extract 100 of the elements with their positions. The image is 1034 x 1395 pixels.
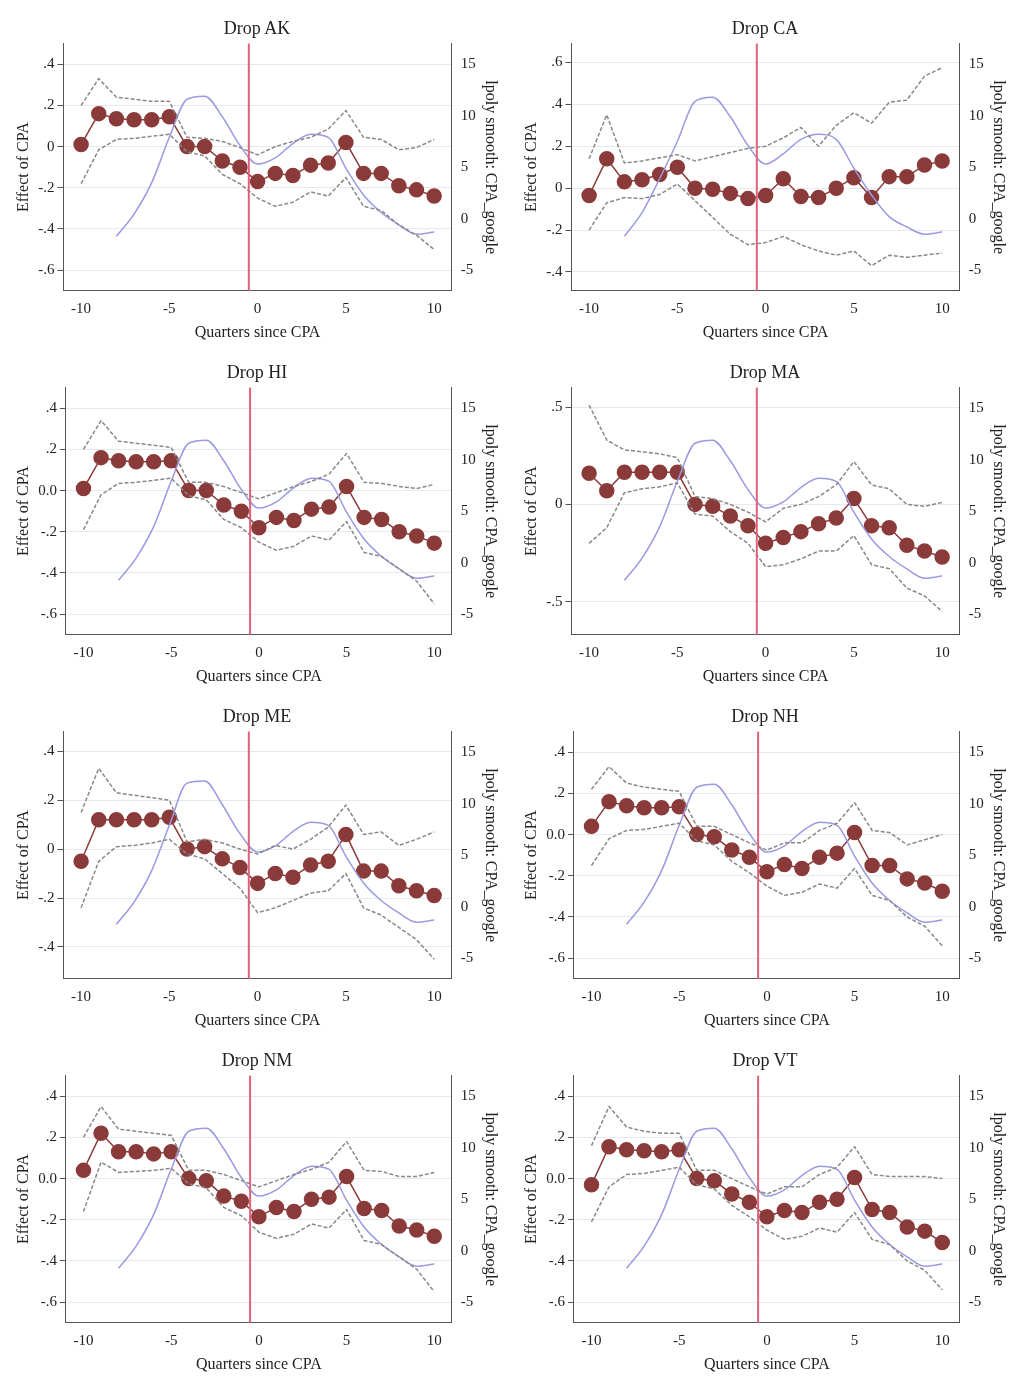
point — [724, 842, 740, 858]
chart-title: Drop ME — [222, 705, 292, 726]
point — [934, 153, 950, 169]
y-tick-label: -.2 — [38, 888, 55, 905]
y2-tick-label: 5 — [460, 502, 469, 519]
point — [93, 449, 109, 466]
x-tick-label: 10 — [426, 299, 442, 316]
point — [881, 520, 897, 536]
point — [757, 187, 774, 204]
point — [741, 1194, 758, 1211]
x-tick-label: 0 — [253, 299, 262, 316]
y-tick-label: -.4 — [38, 937, 55, 954]
y-tick-label: -.4 — [38, 219, 55, 236]
point — [267, 865, 284, 882]
x-tick-label: 10 — [934, 643, 950, 660]
point — [881, 857, 898, 874]
point — [846, 169, 862, 186]
point — [634, 172, 650, 188]
x-tick-label: 5 — [342, 299, 350, 316]
y2-axis-title: lpoly smooth: CPA_google — [482, 768, 501, 943]
y-axis-title: Effect of CPA — [521, 465, 539, 557]
y-tick-label: -.2 — [38, 178, 55, 195]
y-tick-label: -.4 — [548, 907, 566, 924]
point — [233, 503, 250, 519]
x-tick-label: -5 — [163, 299, 176, 316]
point — [828, 180, 844, 196]
x-tick-label: -10 — [71, 299, 92, 316]
line-series — [115, 95, 435, 237]
y-tick-label: .6 — [551, 53, 563, 70]
chart-title: Drop CA — [731, 17, 799, 38]
point — [829, 845, 845, 861]
point — [391, 524, 407, 540]
x-tick-label: -5 — [163, 987, 176, 1004]
point — [881, 1204, 898, 1221]
y2-tick-label: -5 — [460, 1293, 474, 1310]
point — [198, 1172, 215, 1189]
line-series — [80, 133, 435, 251]
x-tick-label: 0 — [761, 299, 770, 316]
point — [724, 1186, 740, 1202]
point — [408, 1222, 425, 1238]
point — [916, 1223, 933, 1239]
y-tick-label: -.4 — [40, 1251, 58, 1268]
y2-tick-label: 15 — [460, 399, 476, 416]
point — [355, 165, 372, 182]
y2-tick-label: 15 — [460, 1087, 476, 1104]
point — [373, 511, 390, 528]
point — [216, 497, 232, 513]
line-series — [82, 477, 436, 605]
point — [793, 523, 809, 540]
point — [233, 1193, 250, 1210]
point — [408, 882, 425, 899]
y2-tick-label: -5 — [460, 949, 474, 966]
line-series — [590, 822, 944, 947]
y2-tick-label: 0 — [968, 897, 977, 914]
line-series — [80, 767, 435, 855]
point — [776, 1202, 793, 1219]
y-tick-label: 0 — [554, 495, 563, 512]
x-tick-label: -5 — [671, 643, 684, 660]
point — [741, 849, 758, 866]
point — [759, 863, 775, 880]
y-tick-label: -.4 — [548, 1251, 566, 1268]
point — [126, 112, 142, 128]
y2-tick-label: -5 — [968, 261, 982, 278]
point — [285, 869, 301, 885]
line-series — [80, 838, 435, 960]
x-tick-label: 5 — [342, 643, 351, 660]
y-tick-label: .2 — [553, 784, 565, 801]
y-axis-title: Effect of CPA — [13, 121, 31, 213]
x-tick-label: 0 — [761, 643, 770, 660]
y-tick-label: .4 — [553, 743, 566, 760]
point — [636, 800, 652, 816]
x-tick-label: 0 — [763, 987, 771, 1004]
point — [934, 549, 950, 565]
point — [759, 1208, 775, 1225]
y-tick-label: -.6 — [548, 949, 566, 966]
point — [899, 537, 915, 554]
point — [268, 1199, 285, 1216]
point — [302, 857, 319, 873]
point — [775, 170, 792, 187]
point — [356, 1200, 372, 1217]
x-tick-label: -5 — [164, 1331, 178, 1348]
y2-tick-label: 5 — [460, 846, 469, 863]
x-tick-label: -10 — [579, 643, 600, 660]
y-axis-title: Effect of CPA — [13, 465, 31, 557]
y2-tick-label: 0 — [460, 1241, 469, 1258]
y-tick-label: 0 — [554, 179, 563, 196]
x-tick-label: 10 — [934, 1331, 950, 1348]
y-tick-label: 0.0 — [546, 1169, 565, 1186]
y2-tick-label: 10 — [460, 794, 476, 811]
y2-tick-label: 5 — [968, 158, 977, 175]
point — [688, 826, 705, 843]
y2-tick-label: 10 — [968, 1138, 984, 1155]
point — [722, 508, 739, 524]
x-tick-label: 10 — [426, 987, 442, 1004]
point — [321, 499, 337, 515]
y2-tick-label: -5 — [460, 605, 474, 622]
line-series — [623, 439, 943, 581]
point — [916, 875, 933, 891]
point — [128, 1144, 144, 1160]
point — [426, 1228, 443, 1245]
